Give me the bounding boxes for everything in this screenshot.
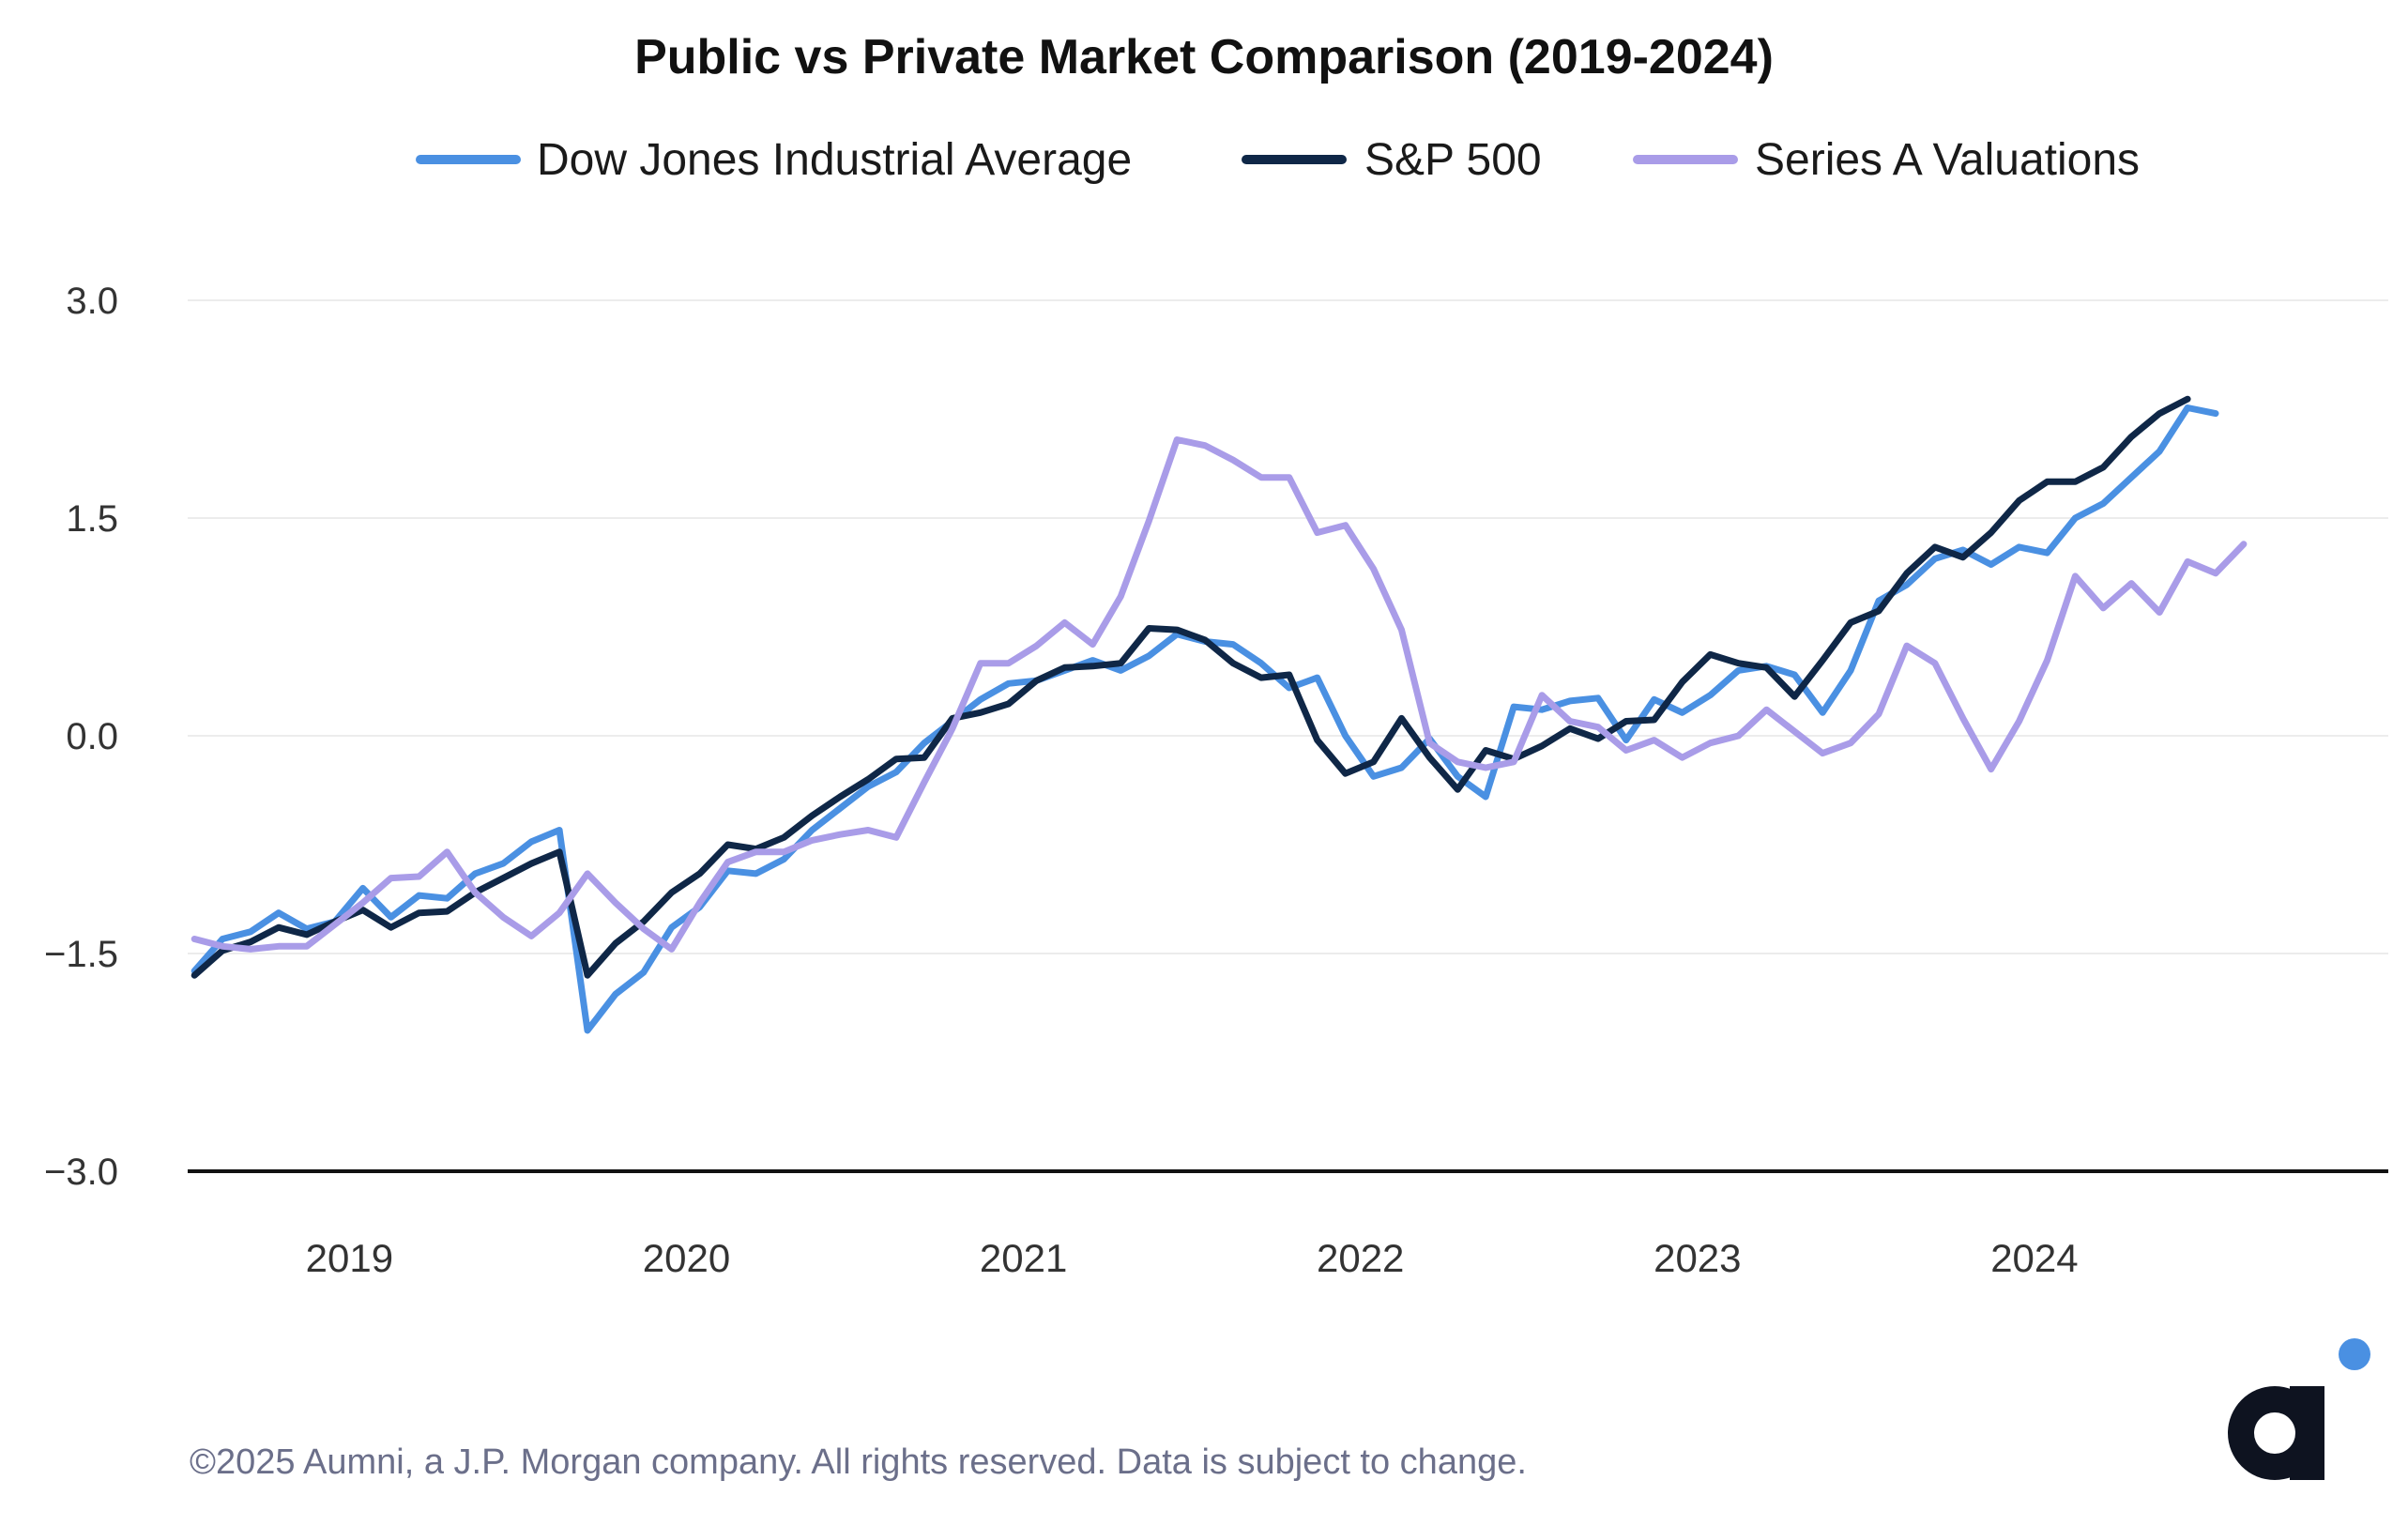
x-tick-label: 2021	[980, 1236, 1067, 1280]
series-line-s-p-500	[191, 395, 2191, 979]
logo-text: a	[2275, 1501, 2276, 1503]
chart-title: Public vs Private Market Comparison (201…	[634, 30, 1774, 84]
series-line-dow-jones-industrial-average	[191, 404, 2219, 1034]
y-tick-label: 3.0	[66, 281, 118, 322]
x-tick-label: 2019	[306, 1236, 393, 1280]
series-line-series-a-valuations	[191, 436, 2248, 953]
x-axis-ticks: 2019 2020 2021 2022 2023 2024	[306, 1236, 2079, 1280]
legend-item-series-a: Series A Valuations	[1633, 135, 2140, 185]
chart-legend: Dow Jones Industrial Average S&P 500 Ser…	[416, 135, 2140, 185]
aumni-logo: a	[2228, 1338, 2370, 1503]
legend-item-sp500: S&P 500	[1242, 135, 1542, 185]
y-tick-label: −1.5	[44, 934, 118, 975]
series-lines	[191, 395, 2248, 1034]
x-tick-label: 2020	[643, 1236, 730, 1280]
y-tick-label: 0.0	[66, 716, 118, 757]
x-tick-label: 2022	[1317, 1236, 1404, 1280]
y-tick-label: 1.5	[66, 498, 118, 540]
legend-label-series-a: Series A Valuations	[1755, 135, 2140, 185]
x-tick-label: 2024	[1990, 1236, 2078, 1280]
x-tick-label: 2023	[1654, 1236, 1741, 1280]
logo-letter-stem	[2290, 1386, 2324, 1480]
logo-dot	[2339, 1338, 2370, 1370]
legend-label-sp500: S&P 500	[1364, 135, 1542, 185]
grid-lines	[188, 299, 2388, 1173]
y-tick-label: −3.0	[44, 1152, 118, 1193]
legend-label-dow-jones: Dow Jones Industrial Average	[537, 135, 1132, 185]
y-axis-ticks: 3.0 1.5 0.0 −1.5 −3.0	[44, 281, 118, 1193]
logo-letter-counter	[2254, 1412, 2295, 1454]
footer-copyright: ©2025 Aumni, a J.P. Morgan company. All …	[190, 1442, 1527, 1482]
legend-item-dow-jones: Dow Jones Industrial Average	[416, 135, 1132, 185]
